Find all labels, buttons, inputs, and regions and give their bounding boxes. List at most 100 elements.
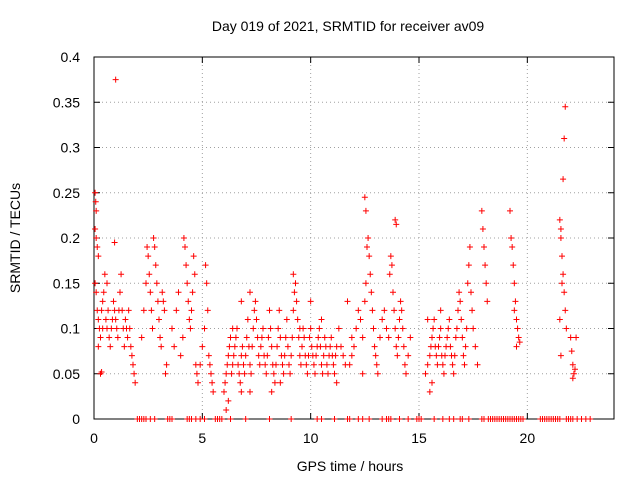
data-point (465, 262, 472, 269)
data-point (348, 352, 355, 359)
data-point (572, 366, 578, 373)
data-point (392, 325, 399, 332)
data-point (237, 379, 244, 386)
data-point (568, 348, 575, 355)
data-point (148, 307, 155, 314)
data-point (468, 289, 474, 296)
data-point (338, 343, 344, 350)
data-point (92, 189, 99, 196)
data-point (436, 334, 443, 341)
data-point (317, 343, 324, 350)
data-point (132, 379, 139, 386)
data-point (440, 370, 447, 377)
data-point (92, 198, 99, 205)
data-point (364, 244, 370, 251)
data-point (106, 334, 113, 341)
data-point (98, 307, 105, 314)
data-point (355, 307, 362, 314)
data-point (392, 216, 399, 223)
zero-marker (266, 416, 273, 422)
data-point (140, 307, 147, 314)
data-point (424, 316, 431, 323)
data-point (430, 325, 437, 332)
data-point (516, 339, 523, 346)
data-point (559, 280, 565, 287)
data-point (102, 316, 109, 323)
data-point (247, 289, 253, 296)
data-point (321, 334, 328, 341)
x-tick-label: 5 (198, 430, 206, 446)
zero-markers (134, 416, 594, 422)
data-point (307, 298, 314, 305)
data-point (296, 352, 303, 359)
data-point (274, 343, 281, 350)
data-point (290, 307, 297, 314)
data-point (124, 334, 131, 341)
data-point (156, 316, 162, 323)
data-point (251, 307, 258, 314)
data-point (244, 316, 251, 323)
data-point (484, 298, 491, 305)
data-point (310, 361, 317, 368)
data-point (107, 343, 114, 350)
data-point (151, 244, 158, 251)
data-point (222, 379, 229, 386)
data-point (297, 361, 304, 368)
data-point (446, 316, 453, 323)
data-point (442, 352, 448, 359)
data-point (293, 298, 300, 305)
data-point (248, 370, 255, 377)
data-point (457, 298, 464, 305)
data-point (557, 235, 564, 241)
data-point (335, 325, 342, 332)
data-point (161, 307, 168, 314)
data-point (439, 361, 446, 368)
data-point (397, 298, 404, 305)
data-point (304, 370, 311, 377)
data-point (238, 388, 245, 395)
y-tick-labels: 0 0.05 0.1 0.15 0.2 0.25 0.3 0.35 0.4 (53, 49, 80, 427)
data-point (353, 325, 360, 332)
data-point (399, 325, 406, 332)
data-point (189, 289, 196, 296)
data-point (463, 325, 470, 332)
data-point (299, 343, 305, 350)
data-point (113, 325, 120, 332)
data-point (179, 334, 186, 341)
data-point (223, 370, 230, 377)
data-point (556, 216, 563, 223)
x-tick-label: 0 (90, 430, 98, 446)
zero-marker (439, 416, 446, 422)
data-point (279, 361, 286, 368)
data-point (383, 325, 390, 332)
data-point (209, 379, 216, 386)
data-point (346, 361, 353, 368)
data-point (288, 352, 295, 359)
data-point (323, 361, 330, 368)
zero-marker (396, 416, 403, 422)
data-point (325, 370, 331, 377)
data-point (241, 370, 248, 377)
zero-marker (387, 416, 394, 422)
data-point (407, 334, 414, 341)
data-point (470, 325, 477, 332)
data-point (228, 370, 235, 377)
data-point (145, 253, 152, 260)
data-point (93, 235, 100, 241)
data-point (511, 307, 518, 314)
zero-marker (465, 416, 472, 422)
data-point (395, 334, 402, 341)
data-point (559, 253, 565, 260)
data-point (208, 370, 214, 377)
data-point (180, 235, 187, 241)
data-point (283, 316, 290, 323)
data-point (478, 207, 485, 214)
data-point (422, 370, 429, 377)
data-point (569, 375, 576, 382)
zero-marker (346, 416, 353, 422)
data-point (562, 103, 569, 110)
data-point (450, 370, 457, 377)
data-point (195, 379, 201, 386)
data-point (92, 225, 99, 232)
data-point (247, 361, 253, 368)
